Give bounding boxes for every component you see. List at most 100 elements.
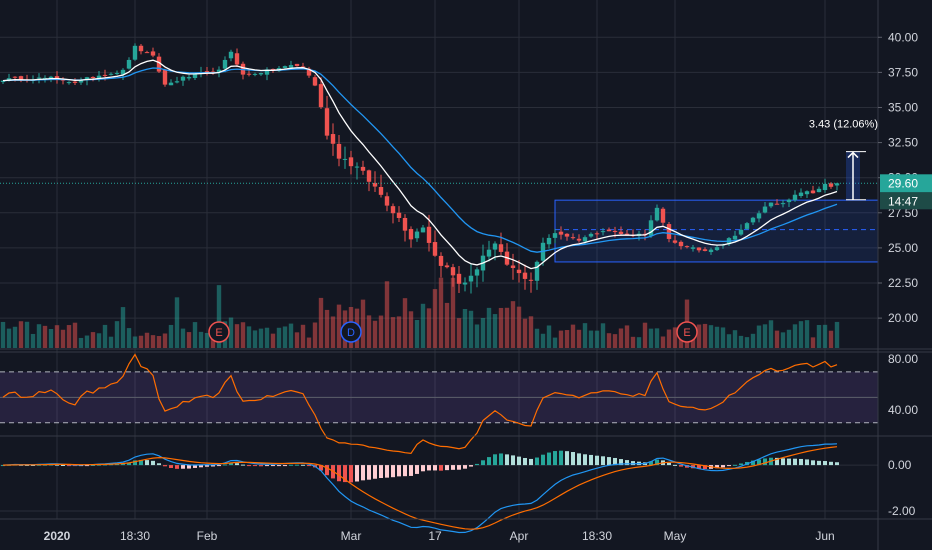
candle-body-92 xyxy=(552,233,558,238)
price-measure: 3.43 (12.06%) xyxy=(809,119,878,201)
macd-hist-27 xyxy=(163,465,167,467)
candle-body-21 xyxy=(126,59,132,69)
macd-hist-22 xyxy=(133,460,137,466)
macd-hist-37 xyxy=(223,464,227,466)
candle-body-45 xyxy=(270,68,276,71)
volume-bar-20 xyxy=(120,307,126,348)
macd-hist-5 xyxy=(31,464,35,466)
macd-hist-83 xyxy=(499,453,503,466)
macd-hist-25 xyxy=(151,460,155,466)
candle-body-38 xyxy=(228,51,234,59)
volume-bar-87 xyxy=(522,318,528,348)
volume-bar-76 xyxy=(456,318,462,348)
macd-hist-63 xyxy=(379,465,383,479)
volume-bar-122 xyxy=(732,330,738,348)
volume-bar-10 xyxy=(60,329,66,348)
volume-bar-120 xyxy=(720,327,726,348)
volume-bar-118 xyxy=(708,325,714,348)
price-tick-label-8: 20.00 xyxy=(888,311,918,325)
ema-lines xyxy=(0,59,878,270)
volume-bar-133 xyxy=(798,321,804,348)
macd-hist-53 xyxy=(319,465,323,471)
time-tick-label-8: Jun xyxy=(815,529,834,543)
macd-hist-26 xyxy=(157,463,161,466)
candle-body-112 xyxy=(672,240,678,243)
macd-hist-81 xyxy=(487,457,491,466)
macd-hist-123 xyxy=(739,463,743,466)
volume-bar-92 xyxy=(552,337,558,348)
macd-hist-23 xyxy=(139,459,143,466)
price-tick-label-1: 37.50 xyxy=(888,65,918,79)
volume-bar-28 xyxy=(168,324,174,348)
candle-body-41 xyxy=(246,73,252,75)
volume-bar-49 xyxy=(294,332,300,348)
macd-hist-130 xyxy=(781,458,785,466)
candle-body-135 xyxy=(810,190,816,194)
candle-body-42 xyxy=(252,73,258,75)
candle-body-56 xyxy=(336,143,342,159)
candle-body-98 xyxy=(588,233,594,237)
macd-hist-89 xyxy=(535,457,539,466)
volume-bar-104 xyxy=(624,325,630,348)
candle-body-30 xyxy=(180,76,186,81)
time-axis: 2020 18:30 Feb Mar 17 Apr 18:30 May Jun xyxy=(44,529,835,543)
macd-hist-103 xyxy=(619,459,623,466)
candle-body-100 xyxy=(600,231,606,233)
volume-bar-110 xyxy=(660,336,666,348)
volume-bar-29 xyxy=(174,297,180,348)
candle-body-130 xyxy=(780,203,786,205)
candle-body-64 xyxy=(384,196,390,206)
volume-bar-68 xyxy=(408,311,414,348)
volume-bar-61 xyxy=(366,315,372,348)
candle-body-22 xyxy=(132,45,138,60)
volume-bar-109 xyxy=(654,328,660,348)
price-axis: 40.0037.5035.0032.5030.0027.5025.0022.50… xyxy=(878,30,932,518)
candle-body-133 xyxy=(798,192,804,197)
ema-fast-line xyxy=(2,59,838,270)
macd-hist-39 xyxy=(235,463,239,466)
macd-hist-48 xyxy=(289,464,293,466)
volume-bar-70 xyxy=(420,303,426,348)
volume-bar-97 xyxy=(582,323,588,348)
volume-bar-30 xyxy=(180,328,186,348)
candle-body-53 xyxy=(318,84,324,108)
volume-bar-34 xyxy=(204,332,210,348)
volume-bar-138 xyxy=(828,330,834,348)
macd-hist-11 xyxy=(67,465,71,467)
macd-hist-111 xyxy=(667,462,671,466)
macd-hist-77 xyxy=(463,465,467,469)
volume-bar-5 xyxy=(30,333,36,348)
candle-body-8 xyxy=(48,76,54,80)
volume-bar-19 xyxy=(114,321,120,348)
macd-hist-101 xyxy=(607,457,611,466)
volume-bar-40 xyxy=(240,322,246,348)
candle-body-73 xyxy=(438,255,444,266)
candle-body-48 xyxy=(288,65,294,68)
macd-hist-42 xyxy=(253,465,257,467)
volume-bar-93 xyxy=(558,330,564,348)
rsi-tick-label-0: 80.00 xyxy=(888,352,918,366)
volume-bar-75 xyxy=(450,277,456,348)
volume-bar-21 xyxy=(126,328,132,348)
candle-body-44 xyxy=(264,69,270,75)
macd-hist-46 xyxy=(277,465,281,467)
macd-hist-92 xyxy=(553,451,557,466)
volume-bar-47 xyxy=(282,326,288,348)
macd-tick-label-0: 0.00 xyxy=(888,458,912,472)
rsi-line xyxy=(2,353,838,455)
volume-bar-7 xyxy=(42,325,48,348)
volume-bar-84 xyxy=(504,307,510,348)
volume-bar-31 xyxy=(186,332,192,348)
macd-hist-72 xyxy=(433,465,437,471)
volume-bar-52 xyxy=(312,322,318,348)
volume-bar-101 xyxy=(606,333,612,348)
candle-body-63 xyxy=(378,186,384,195)
candle-body-27 xyxy=(162,69,168,85)
candle-body-78 xyxy=(468,275,474,282)
volume-bar-69 xyxy=(414,319,420,348)
volume-bar-139 xyxy=(834,321,840,348)
macd-hist-125 xyxy=(751,460,755,466)
candle-body-37 xyxy=(222,59,228,69)
macd-hist-90 xyxy=(541,454,545,466)
